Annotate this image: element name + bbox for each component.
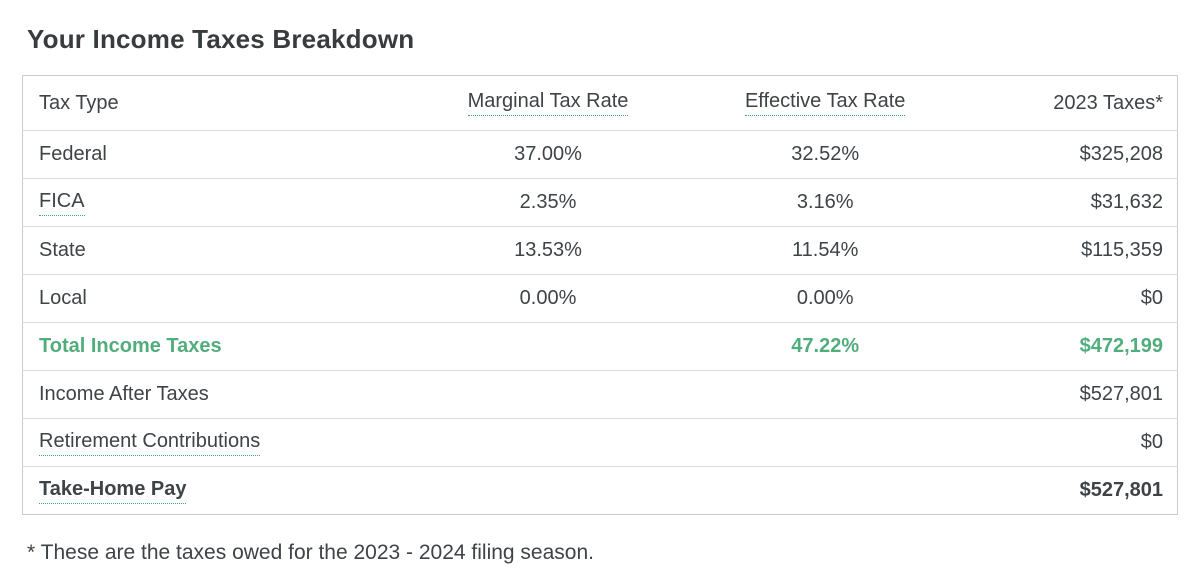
retirement-contributions-cell: Retirement Contributions (22, 418, 381, 467)
table-row-retirement-contributions: Retirement Contributions $0 (22, 418, 1178, 467)
total-income-taxes-label: Total Income Taxes (22, 322, 381, 371)
federal-marginal-rate: 37.00% (380, 130, 716, 179)
col-header-tax-type-label: Tax Type (39, 91, 119, 114)
total-income-taxes-effective-rate: 47.22% (715, 322, 935, 371)
effective-tax-rate-tooltip-term[interactable]: Effective Tax Rate (744, 90, 906, 116)
fica-amount: $31,632 (934, 178, 1178, 227)
state-effective-rate: 11.54% (715, 226, 935, 275)
retirement-contributions-tooltip-term[interactable]: Retirement Contributions (39, 430, 261, 456)
col-header-2023-taxes: 2023 Taxes* (935, 76, 1178, 131)
table-row-local: Local 0.00% 0.00% $0 (22, 274, 1178, 323)
col-header-2023-taxes-label: 2023 Taxes* (1053, 91, 1163, 114)
col-header-marginal-tax-rate: Marginal Tax Rate (381, 76, 716, 131)
take-home-pay-marginal-rate (380, 466, 716, 515)
retirement-contributions-marginal-rate (380, 418, 716, 467)
footnote: * These are the taxes owed for the 2023 … (27, 541, 594, 564)
take-home-pay-tooltip-term[interactable]: Take-Home Pay (39, 478, 187, 504)
total-income-taxes-amount: $472,199 (934, 322, 1178, 371)
table-header-row: Tax Type Marginal Tax Rate Effective Tax… (23, 76, 1178, 131)
table-row-take-home-pay: Take-Home Pay $527,801 (22, 466, 1178, 515)
fica-tooltip-term[interactable]: FICA (39, 190, 85, 216)
local-label: Local (22, 274, 381, 323)
state-amount: $115,359 (934, 226, 1178, 275)
marginal-tax-rate-tooltip-term[interactable]: Marginal Tax Rate (467, 90, 629, 116)
table-row-federal: Federal 37.00% 32.52% $325,208 (22, 130, 1178, 179)
state-label: State (22, 226, 381, 275)
federal-amount: $325,208 (934, 130, 1178, 179)
table-row-income-after-taxes: Income After Taxes $527,801 (22, 370, 1178, 419)
take-home-pay-cell: Take-Home Pay (22, 466, 381, 515)
table-row-total-income-taxes: Total Income Taxes 47.22% $472,199 (22, 322, 1178, 371)
page-title: Your Income Taxes Breakdown (27, 24, 415, 54)
retirement-contributions-amount: $0 (934, 418, 1178, 467)
income-after-taxes-label: Income After Taxes (22, 370, 381, 419)
income-after-taxes-marginal-rate (380, 370, 716, 419)
income-after-taxes-amount: $527,801 (934, 370, 1178, 419)
local-amount: $0 (934, 274, 1178, 323)
local-marginal-rate: 0.00% (380, 274, 716, 323)
fica-effective-rate: 3.16% (715, 178, 935, 227)
fica-cell: FICA (22, 178, 381, 227)
table-row-fica: FICA 2.35% 3.16% $31,632 (22, 178, 1178, 227)
page: Your Income Taxes Breakdown Tax Type Mar… (22, 24, 1178, 564)
income-after-taxes-effective-rate (715, 370, 935, 419)
col-header-effective-tax-rate: Effective Tax Rate (715, 76, 934, 131)
take-home-pay-effective-rate (715, 466, 935, 515)
federal-label: Federal (22, 130, 381, 179)
tax-breakdown-table: Tax Type Marginal Tax Rate Effective Tax… (22, 75, 1178, 515)
retirement-contributions-effective-rate (715, 418, 935, 467)
total-income-taxes-marginal-rate (380, 322, 716, 371)
fica-marginal-rate: 2.35% (380, 178, 716, 227)
table-row-state: State 13.53% 11.54% $115,359 (22, 226, 1178, 275)
federal-effective-rate: 32.52% (715, 130, 935, 179)
state-marginal-rate: 13.53% (380, 226, 716, 275)
col-header-tax-type: Tax Type (23, 76, 381, 131)
take-home-pay-amount: $527,801 (934, 466, 1178, 515)
local-effective-rate: 0.00% (715, 274, 935, 323)
